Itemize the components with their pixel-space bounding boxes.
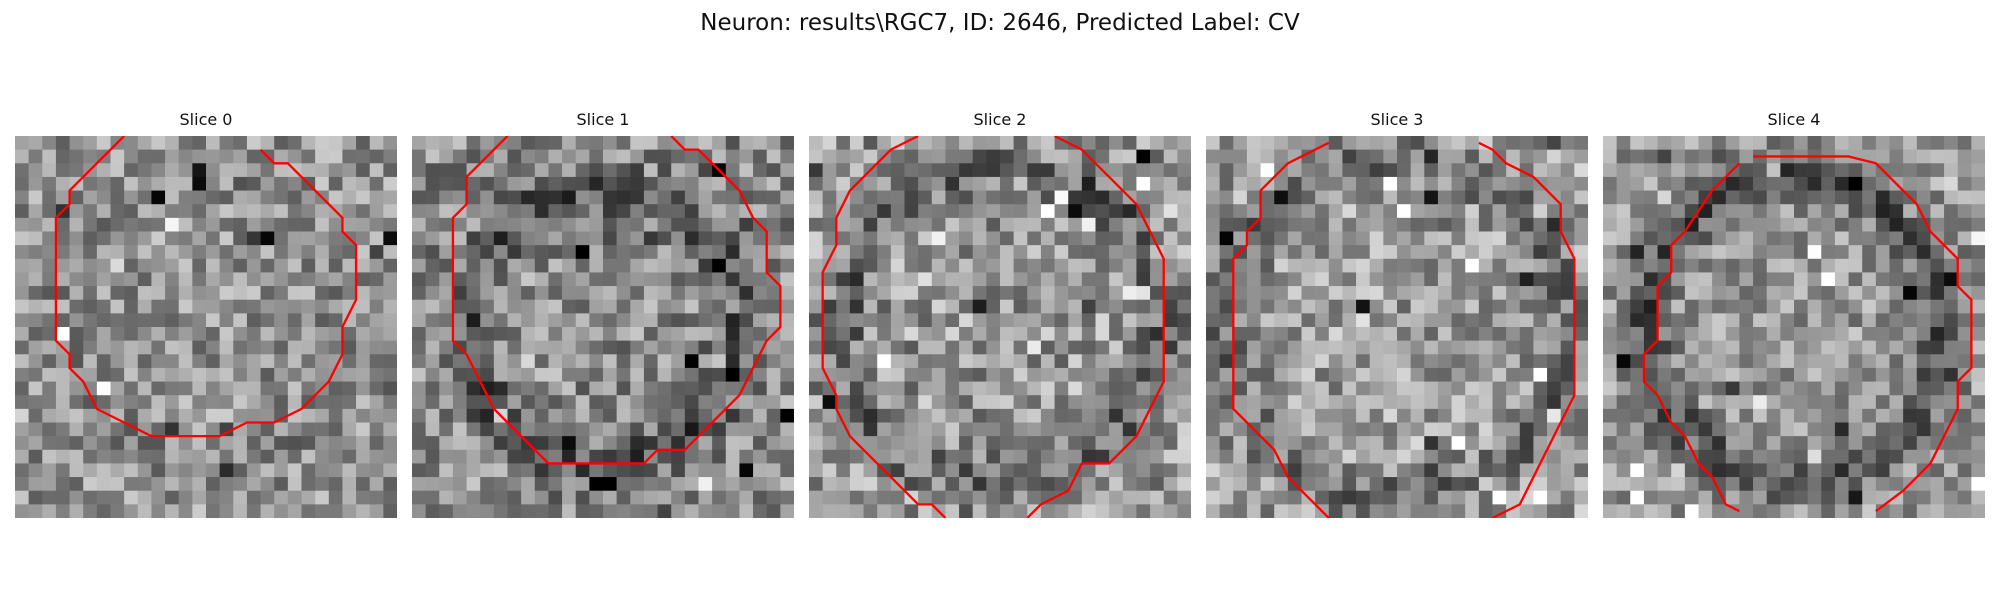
slice-panel-1: Slice 1 bbox=[412, 108, 794, 518]
slice-image-4 bbox=[1603, 136, 1985, 518]
slice-title: Slice 4 bbox=[1603, 108, 1985, 132]
slice-image-1 bbox=[412, 136, 794, 518]
slice-title: Slice 2 bbox=[809, 108, 1191, 132]
slice-title: Slice 1 bbox=[412, 108, 794, 132]
slice-panel-4: Slice 4 bbox=[1603, 108, 1985, 518]
slice-panel-3: Slice 3 bbox=[1206, 108, 1588, 518]
slice-title: Slice 0 bbox=[15, 108, 397, 132]
slice-panel-0: Slice 0 bbox=[15, 108, 397, 518]
slice-image-3 bbox=[1206, 136, 1588, 518]
figure-title: Neuron: results\RGC7, ID: 2646, Predicte… bbox=[0, 8, 2000, 38]
slice-panel-2: Slice 2 bbox=[809, 108, 1191, 518]
slice-image-0 bbox=[15, 136, 397, 518]
slice-title: Slice 3 bbox=[1206, 108, 1588, 132]
slice-image-2 bbox=[809, 136, 1191, 518]
